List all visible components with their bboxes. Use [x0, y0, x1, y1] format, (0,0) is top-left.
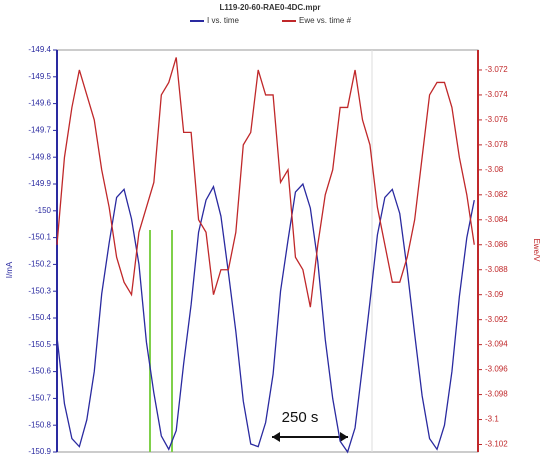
plot-area: [56, 49, 479, 453]
y-tick-label: -150: [35, 206, 52, 215]
y2-tick-label: -3.08: [485, 165, 504, 174]
y2-axis-label: Ewe/V: [532, 238, 541, 262]
y-tick-label: -150.6: [28, 367, 51, 376]
data-line: [56, 182, 475, 454]
y-tick-label: -149.7: [28, 126, 51, 135]
y-tick-label: -149.6: [28, 99, 51, 108]
y-tick-label: -150.9: [28, 447, 51, 456]
y-tick-label: -150.7: [28, 394, 51, 403]
legend-label: Ewe vs. time #: [299, 16, 352, 25]
y2-tick-label: -3.072: [485, 65, 508, 74]
y2-tick-label: -3.102: [485, 440, 508, 449]
annotation: 250 s: [282, 409, 319, 426]
y2-tick-label: -3.076: [485, 115, 508, 124]
y2-tick-label: -3.092: [485, 315, 508, 324]
y-tick-label: -150.3: [28, 286, 51, 295]
y2-tick-label: -3.1: [485, 415, 499, 424]
y2-tick-label: -3.074: [485, 90, 508, 99]
y-tick-label: -149.9: [28, 179, 51, 188]
y2-tick-label: -3.09: [485, 290, 504, 299]
y2-tick-label: -3.086: [485, 240, 508, 249]
y2-tick-label: -3.078: [485, 140, 508, 149]
y2-tick-label: -3.088: [485, 265, 508, 274]
y2-tick-label: -3.082: [485, 190, 508, 199]
legend-label: I vs. time: [207, 16, 240, 25]
y-axis-label: I/mA: [5, 261, 14, 278]
y2-tick-label: -3.084: [485, 215, 508, 224]
y-tick-label: -150.1: [28, 233, 51, 242]
y-tick-label: -149.8: [28, 152, 51, 161]
y-tick-label: -150.4: [28, 313, 51, 322]
y2-tick-label: -3.094: [485, 340, 508, 349]
y-tick-label: -149.5: [28, 72, 51, 81]
chart-title: L119-20-60-RAE0-4DC.mpr: [220, 3, 321, 12]
y-tick-label: -150.8: [28, 420, 51, 429]
y-tick-label: -150.2: [28, 260, 51, 269]
y-tick-label: -149.4: [28, 45, 51, 54]
y-tick-label: -150.5: [28, 340, 51, 349]
y2-tick-label: -3.098: [485, 390, 508, 399]
y2-tick-label: -3.096: [485, 365, 508, 374]
data-line: [56, 57, 475, 308]
